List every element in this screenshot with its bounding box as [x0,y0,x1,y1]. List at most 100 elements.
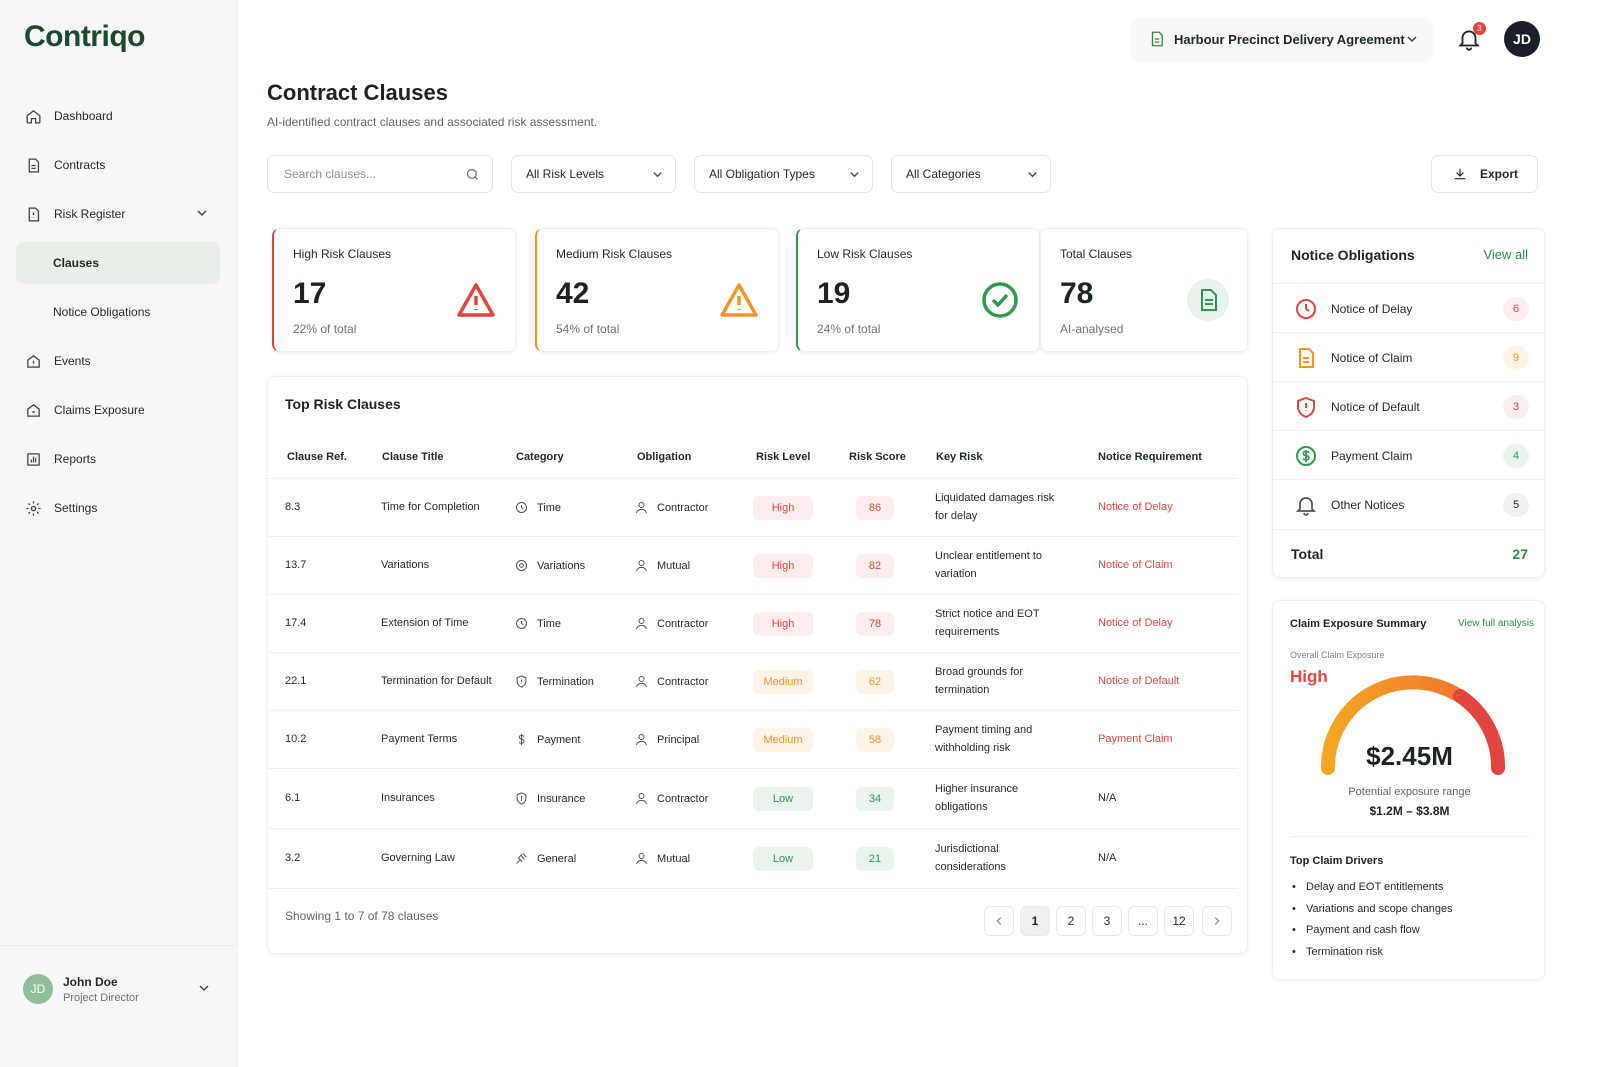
user-menu[interactable]: JD John Doe Project Director [0,945,238,1067]
exposure-range: $1.2M – $3.8M [1369,804,1450,818]
clause-title[interactable]: Time for Completion [381,501,480,513]
clause-title[interactable]: Extension of Time [381,617,469,629]
pagination-next[interactable] [1202,906,1232,936]
key-risk: Strict notice and EOT requirements [935,608,1040,638]
column-header[interactable]: Clause Title [382,451,444,463]
stat-card-high-risk[interactable]: High Risk Clauses 17 22% of total [272,228,516,352]
chevron-down-icon [1407,36,1417,43]
table-pagination-info: Showing 1 to 7 of 78 clauses [285,909,439,923]
avatar[interactable]: JD [1504,21,1540,57]
column-header[interactable]: Key Risk [936,451,983,463]
risk-level-filter[interactable]: All Risk Levels [511,155,676,193]
category-label: General [537,852,577,865]
pagination-prev[interactable] [984,906,1014,936]
sidebar-item-settings[interactable]: Settings [16,487,220,529]
notice-obligation-item[interactable]: Notice of Default 3 [1273,381,1546,430]
clause-title[interactable]: Variations [381,559,430,571]
search-input[interactable] [284,167,454,181]
pagination-page[interactable]: 3 [1092,906,1122,936]
notice-obligation-item[interactable]: Payment Claim 4 [1273,430,1546,479]
clause-title[interactable]: Termination for Default [381,675,492,687]
column-header[interactable]: Obligation [637,451,692,463]
category-cell: General [514,851,576,866]
page-subtitle: AI-identified contract clauses and assoc… [267,115,598,129]
clause-ref: 3.2 [285,852,301,864]
obligation-cell: Mutual [634,558,690,573]
sidebar-item-label: Clauses [53,256,100,270]
clause-title[interactable]: Governing Law [381,852,455,864]
column-header[interactable]: Clause Ref. [287,451,347,463]
events-icon [24,352,42,370]
view-full-analysis-link[interactable]: View full analysis [1458,618,1534,629]
clause-ref: 8.3 [285,501,301,513]
notice-requirement[interactable]: Notice of Delay [1098,501,1173,513]
sidebar-item-claims-exposure[interactable]: Claims Exposure [16,389,220,431]
obligation-label: Contractor [657,501,709,514]
table-row[interactable]: 6.1 Insurances Insurance Contractor Low 34 Hig… [268,769,1238,829]
bell-icon[interactable] [1456,26,1482,52]
clock-icon [516,618,527,629]
exposure-amount: $2.45M [1366,741,1453,771]
sidebar-item-events[interactable]: Events [16,340,220,382]
pagination-page[interactable]: 2 [1056,906,1086,936]
chevron-down-icon [850,172,859,178]
exposure-gauge [1320,675,1506,775]
user-role: Project Director [63,992,139,1004]
notice-requirement[interactable]: Payment Claim [1098,733,1173,745]
risk-level-badge: High [753,496,813,520]
app-logo[interactable]: Contriqo [24,20,145,53]
column-header[interactable]: Risk Level [756,451,811,463]
column-header[interactable]: Notice Requirement [1098,451,1202,463]
chevron-down-icon [197,210,207,217]
category-label: Time [537,617,562,630]
sidebar-item-risk-register[interactable]: Risk Register [16,193,220,235]
key-risk: Liquidated damages risk for delay [935,492,1055,522]
notice-obligation-item[interactable]: Notice of Delay 6 [1273,283,1546,332]
table-row[interactable]: 17.4 Extension of Time Time Contractor High 7… [268,595,1238,653]
stat-card-medium-risk[interactable]: Medium Risk Clauses 42 54% of total [535,228,779,352]
obligation-type-filter[interactable]: All Obligation Types [694,155,873,193]
sidebar-item-clauses[interactable]: Clauses [16,242,220,284]
export-button[interactable]: Export [1431,155,1538,193]
gavel-icon [516,853,527,864]
notice-obligation-item[interactable]: Other Notices 5 [1273,479,1546,528]
notice-requirement[interactable]: Notice of Delay [1098,617,1173,629]
exposure-level: High [1290,667,1328,686]
category-label: Variations [537,559,586,572]
sidebar-item-label: Events [54,354,91,368]
sidebar-item-notice-obligations[interactable]: Notice Obligations [16,291,220,333]
search-icon[interactable] [465,167,480,182]
table-row[interactable]: 10.2 Payment Terms Payment Principal Medium 5… [268,711,1238,769]
notice-requirement[interactable]: Notice of Default [1098,675,1180,687]
obligation-label: Contractor [657,617,709,630]
stat-value: 42 [556,277,590,310]
clause-title[interactable]: Insurances [381,792,435,804]
user-icon [636,853,647,865]
table-row[interactable]: 22.1 Termination for Default Termination Co… [268,653,1238,711]
contract-selector[interactable]: Harbour Precinct Delivery Agreement [1132,18,1432,60]
category-cell: Payment [514,732,580,747]
column-header[interactable]: Risk Score [849,451,906,463]
sidebar-item-dashboard[interactable]: Dashboard [16,95,220,137]
stat-card-low-risk[interactable]: Low Risk Clauses 19 24% of total [796,228,1040,352]
sidebar-item-label: Claims Exposure [54,403,145,417]
stat-label: Total Clauses [1060,247,1133,261]
pagination-page[interactable]: 12 [1164,906,1194,936]
clause-title[interactable]: Payment Terms [381,733,458,745]
clause-ref: 17.4 [285,617,307,629]
table-row[interactable]: 13.7 Variations Variations Mutual High 82 Uncl… [268,537,1238,595]
chevron-down-icon[interactable] [198,982,210,994]
notice-obligation-item[interactable]: Notice of Claim 9 [1273,332,1546,381]
sidebar-item-contracts[interactable]: Contracts [16,144,220,186]
clause-ref: 6.1 [285,792,301,804]
view-all-link[interactable]: View all [1483,247,1528,262]
sidebar: Contriqo Dashboard Contracts Risk Regist… [0,0,238,1067]
pagination-page[interactable]: 1 [1020,906,1050,936]
column-header[interactable]: Category [516,451,564,463]
category-filter[interactable]: All Categories [891,155,1051,193]
sidebar-item-reports[interactable]: Reports [16,438,220,480]
notice-requirement[interactable]: Notice of Claim [1098,559,1173,571]
table-row[interactable]: 3.2 Governing Law General Mutual Low 21 Jurisd… [268,829,1238,889]
stat-card-total[interactable]: Total Clauses 78 AI-analysed [1040,228,1248,352]
table-row[interactable]: 8.3 Time for Completion Time Contractor High… [268,479,1238,537]
